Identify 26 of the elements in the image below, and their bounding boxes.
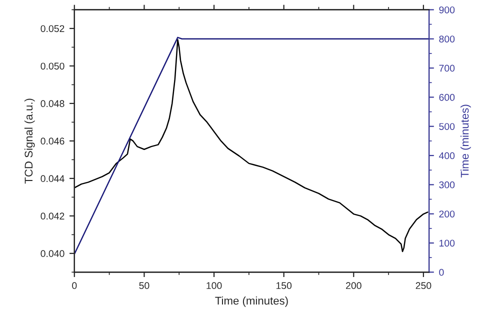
x-tick-label: 200 <box>346 282 362 290</box>
y-tick-label: 0.040 <box>40 250 64 258</box>
y2-tick-label: 500 <box>439 123 455 130</box>
y-tick-label: 0.052 <box>40 25 64 32</box>
y-tick-label: 0.050 <box>40 62 64 70</box>
y2-tick-label: 400 <box>438 152 455 160</box>
x-axis-title: Time (minutes) <box>215 296 288 307</box>
y2-tick-label: 100 <box>440 240 455 247</box>
x-tick-label: 0 <box>72 282 77 290</box>
y2-tick-label: 900 <box>439 6 455 14</box>
x-tick-label: 100 <box>206 282 222 290</box>
y-tick-label: 0.048 <box>40 100 64 108</box>
y2-tick-label: 600 <box>439 94 455 101</box>
y2-tick-label: 700 <box>439 64 455 72</box>
y-tick-label: 0.042 <box>40 212 64 220</box>
y2-tick-label: 200 <box>439 210 455 218</box>
y2-axis-title: Time (minutes) <box>460 104 471 178</box>
y2-tick-label: 0 <box>439 268 444 276</box>
y2-tick-label: 300 <box>439 181 455 188</box>
x-tick-label: 150 <box>276 282 292 290</box>
y2-tick-label: 800 <box>439 36 455 42</box>
x-tick-label: 250 <box>416 282 432 290</box>
y-tick-label: 0.044 <box>40 175 64 182</box>
y-tick-label: 0.046 <box>40 138 64 145</box>
y-axis-title: TCD Signal (a.u.) <box>24 98 35 184</box>
x-tick-label: 50 <box>139 282 150 290</box>
